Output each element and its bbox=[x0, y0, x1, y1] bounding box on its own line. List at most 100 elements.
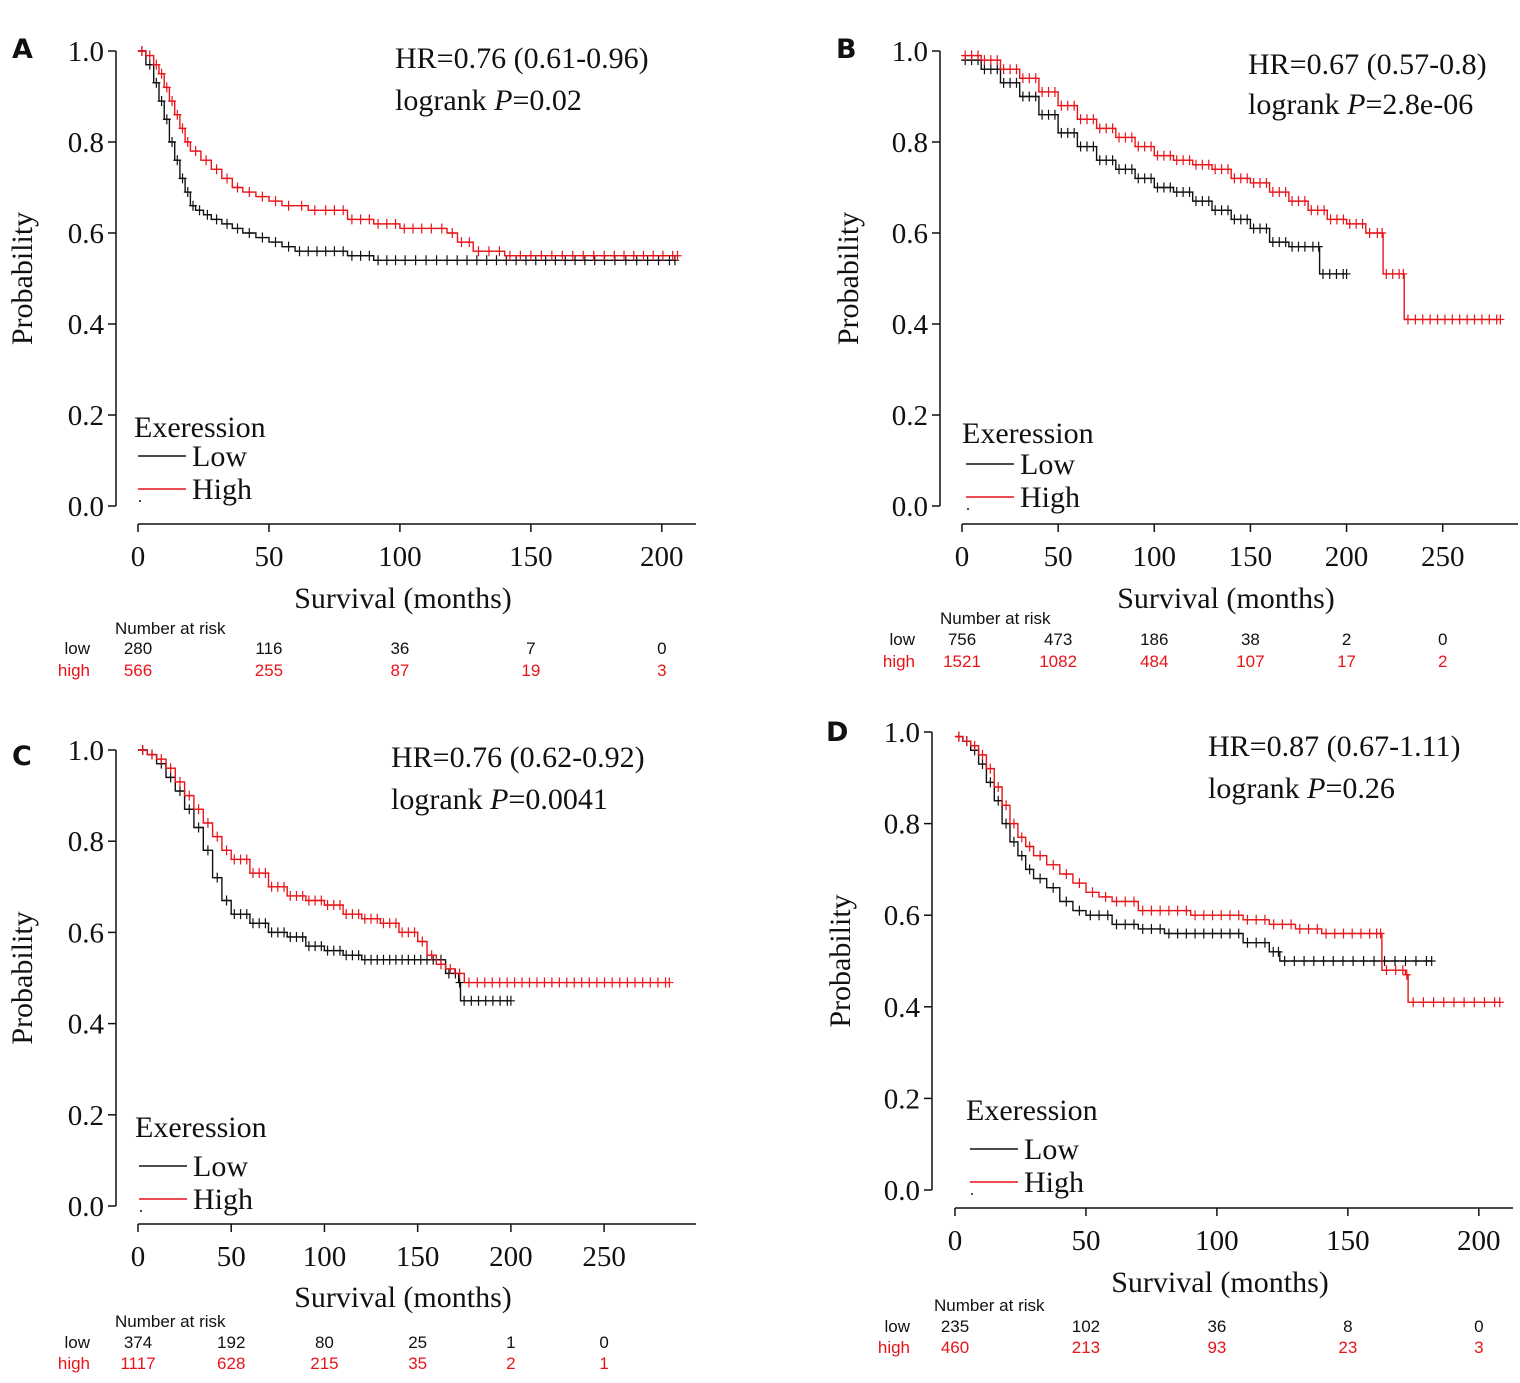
censor-mark-high bbox=[608, 977, 617, 988]
censor-mark-high bbox=[178, 123, 187, 134]
censor-mark-high bbox=[280, 881, 289, 892]
risk-count-high: 1521 bbox=[943, 652, 981, 671]
risk-count-high: 3 bbox=[1474, 1338, 1483, 1357]
censor-mark-high bbox=[1295, 923, 1304, 934]
censor-mark-low bbox=[978, 759, 987, 770]
censor-mark-high bbox=[321, 205, 330, 216]
censor-mark-high bbox=[1320, 205, 1329, 216]
logrank-p-text: logrank P=0.0041 bbox=[391, 783, 608, 816]
x-tick-label: 0 bbox=[131, 541, 146, 573]
y-tick-label: 0.2 bbox=[892, 400, 928, 432]
censor-mark-low bbox=[391, 255, 400, 266]
censor-mark-high bbox=[152, 59, 161, 70]
x-tick-label: 250 bbox=[1421, 541, 1465, 573]
y-tick-label: 0.2 bbox=[884, 1083, 920, 1115]
censor-mark-high bbox=[1031, 73, 1040, 84]
censor-mark-low bbox=[321, 246, 330, 257]
panel-b: B 0.0 0.2 0.4 0.6 0.8 1.0 0 50 100 150 200 250 Probab… bbox=[832, 34, 1518, 671]
censor-mark-high bbox=[629, 250, 638, 261]
censor-mark-low bbox=[492, 255, 501, 266]
censor-mark-high bbox=[202, 155, 211, 166]
censor-mark-low bbox=[590, 255, 599, 266]
risk-row-label-low: low bbox=[64, 639, 90, 658]
legend-label-low: Low bbox=[192, 440, 247, 473]
risk-row-label-high: high bbox=[878, 1338, 910, 1357]
censor-mark-low bbox=[455, 977, 464, 988]
censor-mark-low bbox=[195, 205, 204, 216]
censor-mark-low bbox=[1075, 905, 1084, 916]
censor-mark-high bbox=[994, 781, 1003, 792]
censor-mark-high bbox=[1002, 800, 1011, 811]
censor-mark-high bbox=[568, 250, 577, 261]
censor-mark-high bbox=[317, 895, 326, 906]
censor-mark-high bbox=[347, 214, 356, 225]
censor-mark-low bbox=[474, 995, 483, 1006]
legend-label-low: Low bbox=[193, 1150, 248, 1183]
censor-mark-low bbox=[330, 246, 339, 257]
risk-row-label-low: low bbox=[889, 630, 915, 649]
censor-mark-low bbox=[356, 250, 365, 261]
censor-mark-high bbox=[1217, 910, 1226, 921]
censor-mark-high bbox=[1460, 997, 1469, 1008]
censor-mark-low bbox=[1112, 919, 1121, 930]
censor-mark-high bbox=[600, 250, 609, 261]
y-tick-label: 0.0 bbox=[68, 1191, 104, 1223]
censor-mark-high bbox=[1252, 914, 1261, 925]
censor-mark-high bbox=[986, 763, 995, 774]
censor-mark-high bbox=[1269, 919, 1278, 930]
y-tick-label: 0.6 bbox=[68, 218, 104, 250]
censor-mark-low bbox=[654, 255, 663, 266]
censor-mark-high bbox=[194, 804, 203, 815]
censor-mark-high bbox=[1322, 928, 1331, 939]
censor-mark-high bbox=[1088, 887, 1097, 898]
censor-mark-low bbox=[1147, 173, 1156, 184]
censor-mark-high bbox=[446, 963, 455, 974]
censor-mark-low bbox=[1017, 850, 1026, 861]
risk-count-low: 7 bbox=[526, 639, 535, 658]
censor-mark-high bbox=[1243, 173, 1252, 184]
censor-mark-high bbox=[585, 977, 594, 988]
censor-mark-high bbox=[649, 250, 658, 261]
panel-letter: D bbox=[826, 717, 848, 748]
censor-mark-low bbox=[178, 173, 187, 184]
censor-mark-low bbox=[1252, 937, 1261, 948]
x-axis-title: Survival (months) bbox=[294, 582, 512, 615]
censor-mark-high bbox=[555, 977, 564, 988]
censor-mark-high bbox=[1121, 896, 1130, 907]
risk-count-high: 1 bbox=[599, 1354, 608, 1373]
logrank-p-text: logrank P=0.02 bbox=[395, 84, 582, 117]
censor-mark-low bbox=[411, 255, 420, 266]
censor-mark-low bbox=[506, 995, 515, 1006]
x-tick-label: 50 bbox=[254, 541, 283, 573]
y-tick-label: 1.0 bbox=[68, 36, 104, 68]
panel-letter: B bbox=[836, 34, 857, 65]
risk-row-label-low: low bbox=[64, 1333, 90, 1352]
censor-mark-low bbox=[233, 223, 242, 234]
y-tick-label: 0.8 bbox=[68, 127, 104, 159]
censor-mark-low bbox=[312, 246, 321, 257]
censor-mark-high bbox=[1147, 905, 1156, 916]
censor-mark-high bbox=[464, 977, 473, 988]
censor-mark-low bbox=[1300, 241, 1309, 252]
censor-mark-low bbox=[185, 804, 194, 815]
censor-mark-high bbox=[1433, 314, 1442, 325]
legend-dot bbox=[139, 500, 141, 502]
risk-row-label-high: high bbox=[58, 661, 90, 680]
censor-mark-high bbox=[455, 968, 464, 979]
censor-mark-low bbox=[166, 772, 175, 783]
censor-mark-low bbox=[1208, 928, 1217, 939]
censor-mark-low bbox=[1338, 956, 1347, 966]
censor-mark-low bbox=[580, 255, 589, 266]
censor-mark-low bbox=[1314, 241, 1323, 252]
censor-mark-high bbox=[1365, 228, 1374, 238]
censor-mark-high bbox=[993, 55, 1002, 66]
censor-mark-high bbox=[954, 731, 963, 742]
x-tick-label: 0 bbox=[948, 1225, 963, 1257]
censor-mark-high bbox=[1182, 905, 1191, 916]
censor-mark-high bbox=[297, 200, 306, 211]
legend-title: Exeression bbox=[962, 417, 1094, 450]
censor-mark-low bbox=[531, 255, 540, 266]
censor-mark-low bbox=[482, 255, 491, 266]
censor-mark-high bbox=[1156, 905, 1165, 916]
censor-mark-high bbox=[173, 109, 182, 120]
